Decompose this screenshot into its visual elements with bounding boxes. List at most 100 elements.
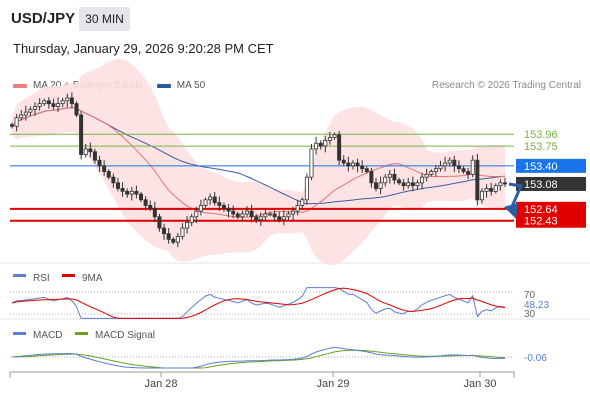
candle-body [212, 196, 217, 204]
candle-body [373, 182, 378, 189]
candle-body [332, 134, 337, 138]
level-label-3: 153.08 [524, 179, 558, 191]
candle-body [489, 188, 494, 192]
rsi-value-label: 48.23 [524, 300, 549, 311]
candle-body [125, 190, 130, 195]
candle-body [420, 176, 425, 184]
candle-body [323, 140, 328, 147]
candle-body [74, 103, 79, 116]
candle-body [46, 100, 51, 105]
candle-body [424, 173, 429, 178]
credit-text: Research © 2026 Trading Central [431, 80, 581, 91]
candle-body [309, 148, 314, 178]
candle-body [198, 205, 203, 212]
candle-body [258, 216, 263, 220]
candle-body [139, 193, 144, 201]
candle-body [355, 162, 360, 167]
time-axis-label: Jan 28 [144, 378, 177, 390]
level-tag-5 [516, 213, 586, 228]
candle-body [502, 182, 507, 185]
candle-body [28, 108, 33, 113]
candle-body [152, 207, 157, 218]
candle-body [226, 207, 231, 212]
candle-body [65, 97, 70, 102]
candle-body [14, 117, 19, 127]
candle-body [37, 103, 42, 107]
candle-body [97, 159, 102, 167]
level-tag-3 [516, 176, 586, 191]
candle-body [185, 222, 190, 229]
candle-body [88, 148, 93, 153]
level-tag-2 [516, 158, 586, 173]
candle-body [383, 176, 388, 184]
candle-body [106, 171, 111, 178]
time-axis-label: Jan 29 [316, 378, 349, 390]
candle-body [378, 182, 383, 189]
legend-label-ma50: MA 50 [176, 80, 206, 91]
candle-body [92, 151, 97, 161]
ma20-line [11, 107, 506, 219]
candle-body [231, 210, 236, 215]
rsi-level-label-70: 70 [524, 290, 536, 301]
rsi-line [11, 287, 506, 319]
candle-body [102, 165, 107, 172]
candle-body [447, 159, 452, 164]
candle-body [254, 216, 259, 220]
legend-label-rsi: RSI [33, 273, 50, 284]
candle-body [143, 199, 148, 206]
legend-swatch-rsi-ma [62, 274, 75, 277]
candle-body [134, 190, 139, 195]
candle-body [240, 213, 245, 218]
legend-label-macd-signal: MACD Signal [95, 330, 155, 341]
candle-body [19, 114, 24, 119]
candle-body [83, 148, 88, 155]
candle-body [470, 159, 475, 175]
candle-body [244, 210, 249, 215]
rsi-ma-line [11, 287, 506, 319]
candle-body [304, 176, 309, 201]
candle-body [438, 165, 443, 170]
level-label-5: 152.43 [524, 216, 558, 228]
time-axis-label: Jan 30 [463, 378, 496, 390]
candle-body [60, 100, 65, 105]
candle-body [286, 213, 291, 218]
timeframe-badge[interactable]: 30 MIN [79, 7, 130, 31]
candle-body [171, 238, 176, 243]
candle-body [235, 213, 240, 218]
candle-body [337, 134, 342, 161]
timestamp: Thursday, January 29, 2026 9:20:28 PM CE… [13, 41, 274, 56]
macd-line [11, 346, 505, 369]
candle-body [221, 205, 226, 209]
candle-body [410, 182, 415, 187]
level-label-4: 152.64 [524, 204, 558, 216]
rsi-level-label-30: 30 [524, 309, 536, 320]
candle-body [79, 114, 84, 155]
candle-body [23, 111, 28, 116]
macd-value-label: -0.06 [524, 353, 547, 364]
candle-body [272, 213, 277, 218]
candle-body [111, 176, 116, 184]
candle-body [51, 103, 56, 107]
candle-body [166, 233, 171, 240]
candle-body [203, 199, 208, 206]
legend-swatch-ma50 [156, 83, 171, 88]
candle-body [120, 188, 125, 192]
candle-body [479, 190, 484, 201]
candle-body [175, 236, 180, 243]
candle-body [466, 171, 471, 175]
candle-body [56, 103, 61, 107]
candle-body [433, 168, 438, 172]
candle-body [9, 124, 14, 127]
legend-swatch-macd-signal [75, 332, 88, 335]
candle-body [115, 182, 120, 189]
legend-label-macd: MACD [33, 330, 62, 341]
candle-body [162, 227, 167, 235]
chart-header: USD/JPY 30 MIN Thursday, January 29, 202… [0, 0, 590, 70]
candle-body [364, 168, 369, 172]
candle-body [346, 162, 351, 167]
candle-body [249, 210, 254, 218]
candle-body [194, 210, 199, 218]
candle-body [461, 168, 466, 172]
candle-body [350, 162, 355, 167]
candle-body [475, 159, 480, 201]
